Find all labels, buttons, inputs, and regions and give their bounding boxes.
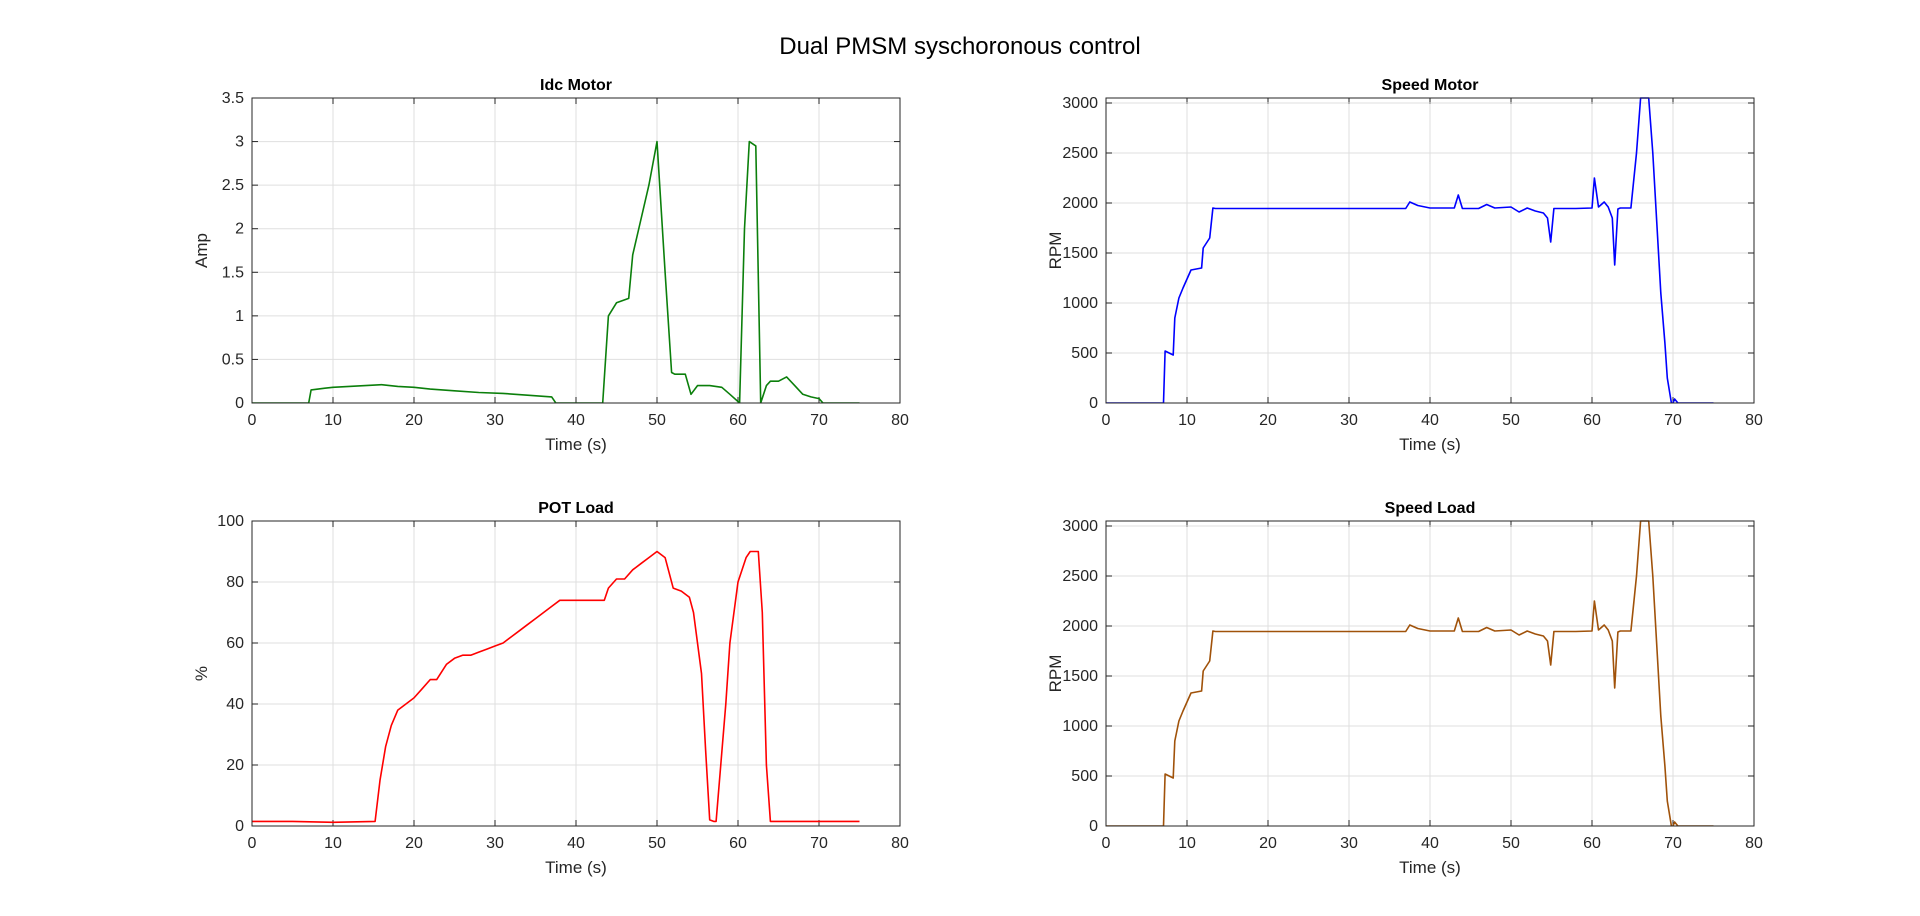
speed-load-x-tick-label: 60 <box>1583 835 1601 852</box>
idc-motor-chart: 0 10 20 30 40 50 60 70 80 0 0.5 1 1.5 2 2.5 3 3.5 Idc Mot… <box>192 77 909 454</box>
speed-motor-chart: 0 10 20 30 40 50 60 70 80 0 500 1000 1500 2000 2500 300… <box>1046 77 1763 454</box>
speed-load-x-tick-label: 80 <box>1745 835 1763 852</box>
pot-load-x-tick-label: 30 <box>486 835 504 852</box>
idc-motor-y-tick-label: 3.5 <box>222 90 244 107</box>
idc-motor-axes-frame <box>251 97 901 404</box>
pot-load-x-tick-label: 60 <box>729 835 747 852</box>
idc-motor-x-axis-label: Time (s) <box>545 435 607 454</box>
pot-load-x-tick-label: 0 <box>248 835 257 852</box>
speed-load-x-tick-label: 50 <box>1502 835 1520 852</box>
speed-motor-y-tick-label: 0 <box>1089 395 1098 412</box>
speed-motor-y-tick-label: 500 <box>1071 345 1098 362</box>
pot-load-chart: 0 10 20 30 40 50 60 70 80 0 20 40 60 80 100 POT Load Tim… <box>192 500 909 877</box>
pot-load-x-tick-label: 50 <box>648 835 666 852</box>
speed-motor-x-tick-label: 20 <box>1259 412 1277 429</box>
idc-motor-y-tick-label: 0.5 <box>222 351 244 368</box>
idc-motor-y-tick-label: 0 <box>235 395 244 412</box>
pot-load-title: POT Load <box>538 500 614 517</box>
idc-motor-x-tick-label: 30 <box>486 412 504 429</box>
speed-motor-x-tick-label: 70 <box>1664 412 1682 429</box>
idc-motor-x-tick-label: 10 <box>324 412 342 429</box>
pot-load-x-tick-label: 70 <box>810 835 828 852</box>
speed-load-x-tick-label: 30 <box>1340 835 1358 852</box>
idc-motor-x-tick-label: 20 <box>405 412 423 429</box>
speed-load-chart: 0 10 20 30 40 50 60 70 80 0 500 1000 1500 2000 2500 300… <box>1046 500 1763 877</box>
speed-motor-x-tick-label: 30 <box>1340 412 1358 429</box>
idc-motor-y-axis-label: Amp <box>192 233 211 268</box>
pot-load-x-axis-label: Time (s) <box>545 858 607 877</box>
speed-motor-title: Speed Motor <box>1382 77 1479 94</box>
pot-load-y-tick-label: 20 <box>226 757 244 774</box>
idc-motor-y-tick-label: 3 <box>235 134 244 151</box>
speed-motor-y-tick-label: 2500 <box>1062 145 1098 162</box>
speed-motor-series-line <box>1106 97 1714 403</box>
pot-load-x-tick-label: 10 <box>324 835 342 852</box>
speed-motor-x-tick-label: 0 <box>1102 412 1111 429</box>
pot-load-y-axis-label: % <box>192 666 211 681</box>
speed-motor-axes-frame <box>1105 97 1755 404</box>
idc-motor-x-tick-label: 70 <box>810 412 828 429</box>
speed-load-y-tick-label: 1000 <box>1062 718 1098 735</box>
idc-motor-y-tick-label: 2 <box>235 221 244 238</box>
speed-load-y-tick-label: 0 <box>1089 818 1098 835</box>
speed-motor-y-tick-label: 1000 <box>1062 295 1098 312</box>
speed-load-y-tick-label: 1500 <box>1062 668 1098 685</box>
pot-load-y-tick-label: 0 <box>235 818 244 835</box>
pot-load-axes-frame <box>251 520 901 827</box>
speed-motor-x-tick-label: 40 <box>1421 412 1439 429</box>
speed-motor-x-tick-label: 50 <box>1502 412 1520 429</box>
speed-load-x-axis-label: Time (s) <box>1399 858 1461 877</box>
speed-motor-y-axis-label: RPM <box>1046 232 1065 270</box>
idc-motor-title: Idc Motor <box>540 77 612 94</box>
speed-motor-y-tick-label: 1500 <box>1062 245 1098 262</box>
speed-load-y-tick-label: 2000 <box>1062 618 1098 635</box>
idc-motor-x-tick-label: 80 <box>891 412 909 429</box>
speed-load-x-tick-label: 20 <box>1259 835 1277 852</box>
pot-load-y-tick-label: 100 <box>217 513 244 530</box>
idc-motor-y-tick-label: 2.5 <box>222 177 244 194</box>
speed-load-x-tick-label: 70 <box>1664 835 1682 852</box>
speed-load-y-tick-label: 500 <box>1071 768 1098 785</box>
pot-load-y-tick-label: 60 <box>226 635 244 652</box>
speed-load-x-tick-label: 40 <box>1421 835 1439 852</box>
pot-load-x-tick-label: 20 <box>405 835 423 852</box>
speed-load-y-tick-label: 2500 <box>1062 568 1098 585</box>
speed-motor-y-tick-label: 2000 <box>1062 195 1098 212</box>
figure-title: Dual PMSM syschoronous control <box>779 33 1140 60</box>
idc-motor-y-tick-label: 1 <box>235 308 244 325</box>
pot-load-x-tick-label: 40 <box>567 835 585 852</box>
pot-load-y-tick-label: 40 <box>226 696 244 713</box>
speed-motor-x-tick-label: 60 <box>1583 412 1601 429</box>
idc-motor-x-tick-label: 40 <box>567 412 585 429</box>
speed-motor-x-tick-label: 10 <box>1178 412 1196 429</box>
speed-motor-x-tick-label: 80 <box>1745 412 1763 429</box>
speed-motor-y-tick-label: 3000 <box>1062 95 1098 112</box>
pot-load-y-tick-label: 80 <box>226 574 244 591</box>
speed-load-series-line <box>1106 520 1714 826</box>
speed-load-y-axis-label: RPM <box>1046 655 1065 693</box>
speed-load-axes-frame <box>1105 520 1755 827</box>
speed-load-y-tick-label: 3000 <box>1062 518 1098 535</box>
idc-motor-x-tick-label: 0 <box>248 412 257 429</box>
pot-load-series-line <box>252 550 860 824</box>
idc-motor-y-tick-label: 1.5 <box>222 264 244 281</box>
pot-load-x-tick-label: 80 <box>891 835 909 852</box>
speed-load-title: Speed Load <box>1385 500 1476 517</box>
speed-load-x-tick-label: 0 <box>1102 835 1111 852</box>
speed-load-x-tick-label: 10 <box>1178 835 1196 852</box>
idc-motor-series-line <box>252 140 860 403</box>
speed-motor-x-axis-label: Time (s) <box>1399 435 1461 454</box>
idc-motor-x-tick-label: 60 <box>729 412 747 429</box>
idc-motor-x-tick-label: 50 <box>648 412 666 429</box>
